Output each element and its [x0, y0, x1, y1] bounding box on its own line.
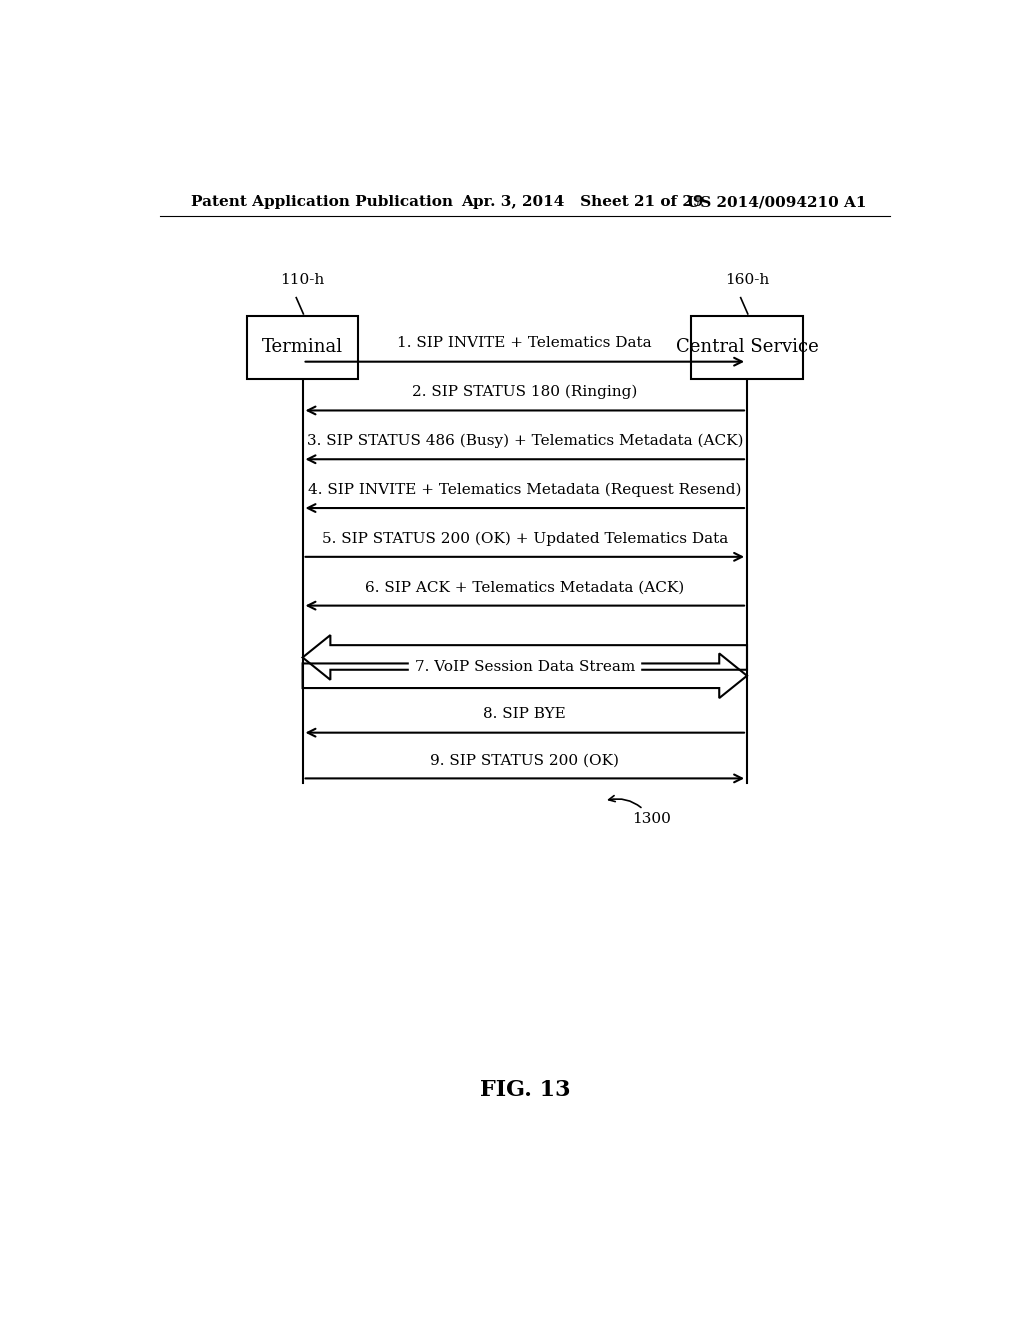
Text: 8. SIP BYE: 8. SIP BYE	[483, 708, 566, 722]
Text: US 2014/0094210 A1: US 2014/0094210 A1	[686, 195, 866, 209]
Text: 110-h: 110-h	[281, 273, 325, 288]
Text: 1. SIP INVITE + Telematics Data: 1. SIP INVITE + Telematics Data	[397, 337, 652, 351]
Text: 160-h: 160-h	[725, 273, 769, 288]
Text: FIG. 13: FIG. 13	[479, 1080, 570, 1101]
Text: Apr. 3, 2014   Sheet 21 of 29: Apr. 3, 2014 Sheet 21 of 29	[461, 195, 703, 209]
Text: Patent Application Publication: Patent Application Publication	[191, 195, 454, 209]
Text: 9. SIP STATUS 200 (OK): 9. SIP STATUS 200 (OK)	[430, 754, 620, 767]
Text: 7. VoIP Session Data Stream: 7. VoIP Session Data Stream	[415, 660, 635, 673]
Text: 1300: 1300	[608, 796, 671, 826]
Text: 4. SIP INVITE + Telematics Metadata (Request Resend): 4. SIP INVITE + Telematics Metadata (Req…	[308, 483, 741, 496]
Text: 6. SIP ACK + Telematics Metadata (ACK): 6. SIP ACK + Telematics Metadata (ACK)	[366, 581, 684, 594]
Text: Terminal: Terminal	[262, 338, 343, 356]
Text: 2. SIP STATUS 180 (Ringing): 2. SIP STATUS 180 (Ringing)	[412, 385, 638, 399]
Bar	[691, 315, 803, 379]
Bar	[247, 315, 358, 379]
Text: Central Service: Central Service	[676, 338, 818, 356]
Text: 3. SIP STATUS 486 (Busy) + Telematics Metadata (ACK): 3. SIP STATUS 486 (Busy) + Telematics Me…	[306, 434, 743, 447]
Text: 5. SIP STATUS 200 (OK) + Updated Telematics Data: 5. SIP STATUS 200 (OK) + Updated Telemat…	[322, 531, 728, 545]
